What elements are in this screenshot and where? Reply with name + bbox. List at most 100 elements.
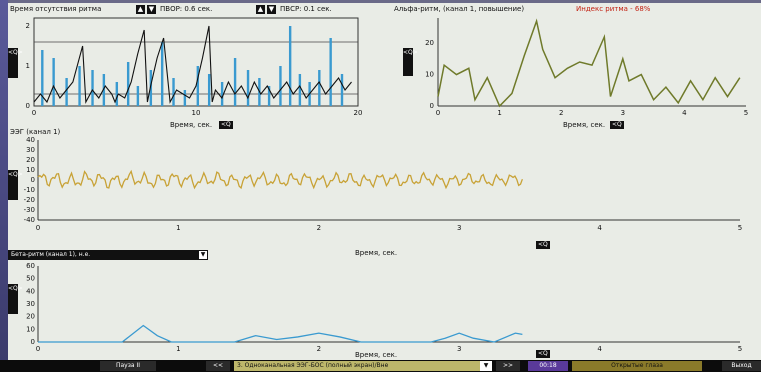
beta-vzoom-toolbar[interactable]: <Q>: [8, 284, 23, 314]
blue-bar: [233, 58, 237, 106]
rhythm-vzoom-toolbar[interactable]: <Q>: [8, 48, 23, 78]
eye-state-status: Открытые глаза: [572, 361, 702, 371]
chevron-down-icon[interactable]: ▼: [199, 251, 207, 259]
y-tick-label: 10: [425, 71, 434, 79]
beta-series-line: [38, 324, 523, 343]
blue-bar: [279, 66, 282, 106]
x-tick-label: 0: [436, 109, 440, 117]
eeg-title: ЭЭГ (канал 1): [10, 128, 61, 136]
chevron-down-icon[interactable]: ▼: [480, 361, 492, 371]
blue-bar: [329, 38, 332, 106]
y-tick-label: 1: [26, 62, 30, 70]
pvor-label: ПВОР: 0.6 сек.: [160, 5, 213, 13]
window-left-edge: [0, 0, 8, 372]
x-tick-label: 0: [32, 109, 36, 117]
blue-bar: [91, 70, 94, 106]
x-tick-label: 5: [744, 109, 748, 117]
y-tick-label: 40: [26, 136, 35, 144]
blue-bar: [196, 66, 200, 106]
blue-bar: [246, 70, 250, 106]
rhythm-index-label: Индекс ритма - 68%: [576, 5, 651, 13]
beta-channel-select[interactable]: Бета-ритм (канал 1), н.е. ▼: [8, 250, 208, 260]
alpha-zoom-button[interactable]: <Q: [610, 121, 624, 129]
blue-bar: [220, 82, 224, 106]
blue-bar: [115, 82, 119, 106]
rhythm-plot-frame: [33, 17, 359, 107]
mode-select[interactable]: 3. Одноканальная ЭЭГ-БОС (полный экран)/…: [234, 361, 492, 371]
eeg-x-axis-label: Время, сек.: [355, 249, 398, 257]
blue-bar: [340, 74, 344, 106]
y-tick-label: -10: [24, 186, 35, 194]
beta-zoom-button[interactable]: <Q: [536, 350, 550, 358]
eeg-zoom-button[interactable]: <Q: [536, 241, 550, 249]
pvor-down-button[interactable]: ▼: [147, 5, 156, 14]
eeg-vzoom-toolbar[interactable]: <Q>: [8, 170, 23, 200]
blue-bar: [288, 26, 292, 106]
y-tick-label: 0: [31, 338, 35, 346]
alpha-series-line: [437, 18, 741, 108]
y-tick-label: 0: [430, 102, 434, 110]
x-tick-label: 10: [192, 109, 201, 117]
pvsr-label: ПВСР: 0.1 сек.: [280, 5, 332, 13]
x-tick-label: 5: [738, 345, 742, 353]
black-trace: [33, 25, 352, 104]
beta-channel-select-value: Бета-ритм (канал 1), н.е.: [11, 251, 91, 258]
alpha-rhythm-chart: 0 1 2 3 4 5 0 10 20: [425, 18, 748, 117]
blue-bar: [298, 74, 302, 106]
blue-bar: [102, 74, 106, 106]
y-tick-label: -20: [24, 196, 35, 204]
rhythm-x-axis-label: Время, сек.: [170, 121, 213, 129]
exit-button[interactable]: Выход: [722, 361, 761, 371]
blue-bar: [207, 74, 211, 106]
pvsr-up-button[interactable]: ▲: [256, 5, 265, 14]
mode-select-value: 3. Одноканальная ЭЭГ-БОС (полный экран)/…: [237, 362, 389, 369]
pause-button[interactable]: Пауза II: [100, 361, 156, 371]
beta-x-axis-label: Время, сек.: [355, 351, 398, 359]
y-tick-label: 30: [26, 146, 35, 154]
y-tick-label: 20: [26, 156, 35, 164]
x-tick-label: 3: [457, 224, 461, 232]
blue-bar: [136, 86, 140, 106]
x-tick-label: 2: [559, 109, 563, 117]
blue-bar: [149, 70, 153, 106]
blue-bar: [267, 86, 271, 106]
y-tick-label: 0: [26, 102, 30, 110]
y-tick-label: 0: [31, 176, 35, 184]
y-tick-label: 50: [26, 275, 35, 283]
beta-chart: 0 1 2 3 4 5 60 50 40 30 20 10 0: [26, 262, 742, 353]
prev-button[interactable]: <<: [206, 361, 230, 371]
next-button[interactable]: >>: [496, 361, 520, 371]
blue-bar: [183, 90, 187, 106]
pvsr-down-button[interactable]: ▼: [267, 5, 276, 14]
blue-bar: [65, 78, 68, 106]
y-tick-label: 10: [26, 166, 35, 174]
pvor-up-button[interactable]: ▲: [136, 5, 145, 14]
blue-bar: [52, 58, 55, 106]
bottom-toolbar: Пауза II << 3. Одноканальная ЭЭГ-БОС (по…: [0, 360, 761, 372]
eeg-chart: 0 1 2 3 4 5 40 30 20 10 0 -10 -20 -30 -40: [24, 136, 743, 232]
x-tick-label: 4: [597, 345, 602, 353]
x-tick-label: 20: [354, 109, 363, 117]
x-tick-label: 4: [597, 224, 602, 232]
x-tick-label: 3: [457, 345, 461, 353]
blue-bar: [78, 66, 81, 106]
x-tick-label: 5: [738, 224, 742, 232]
y-tick-label: -30: [24, 206, 35, 214]
rhythm-zoom-button[interactable]: <Q: [219, 121, 233, 129]
blue-bar: [41, 50, 44, 106]
x-tick-label: 2: [317, 224, 321, 232]
blue-bar: [318, 70, 321, 106]
y-tick-label: 2: [26, 22, 30, 30]
alpha-title: Альфа-ритм, (канал 1, повышение): [394, 5, 525, 13]
y-tick-label: 20: [425, 39, 434, 47]
blue-bar: [172, 78, 175, 106]
y-tick-label: 10: [26, 325, 35, 333]
x-tick-label: 0: [36, 224, 40, 232]
y-tick-label: 40: [26, 287, 35, 295]
eeg-trace: [37, 169, 523, 190]
y-tick-label: 20: [26, 313, 35, 321]
x-tick-label: 1: [176, 224, 180, 232]
alpha-vzoom-toolbar[interactable]: <Q>: [403, 48, 418, 76]
x-tick-label: 1: [497, 109, 501, 117]
x-tick-label: 0: [36, 345, 40, 353]
